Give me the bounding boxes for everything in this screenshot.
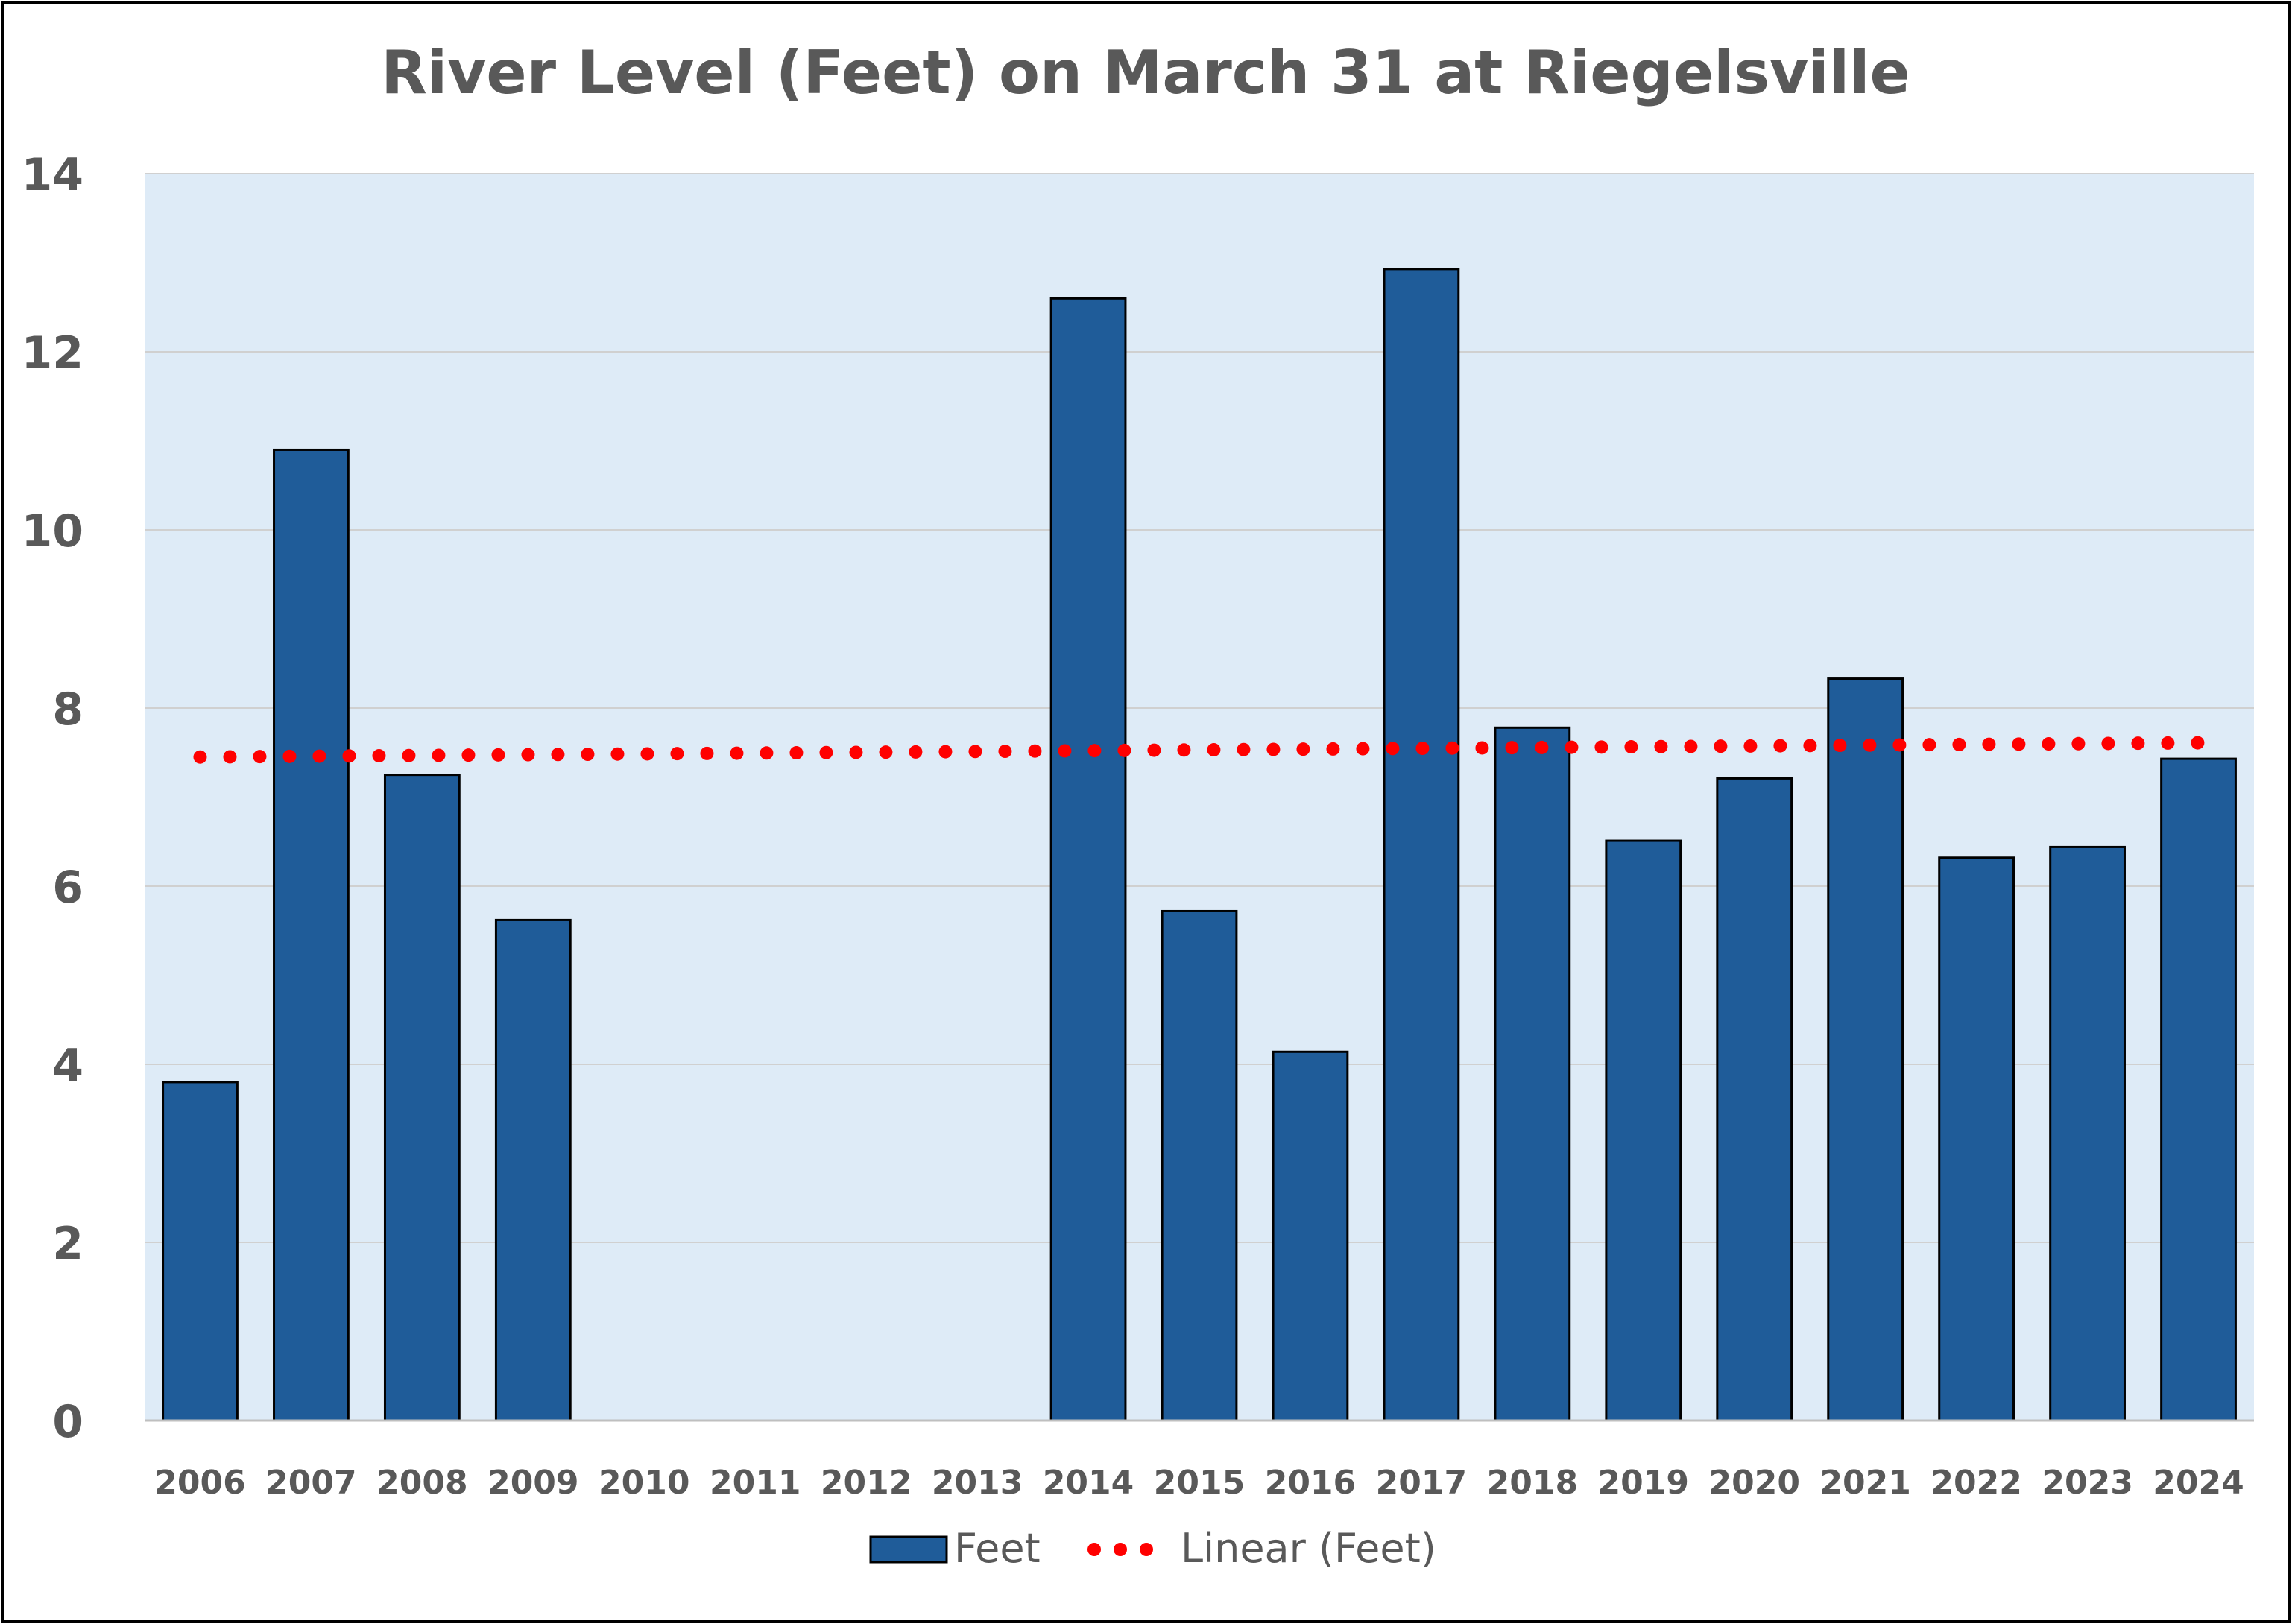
x-tick-label: 2024: [2153, 1464, 2244, 1502]
x-tick-label: 2012: [821, 1464, 912, 1502]
x-tick-label: 2008: [376, 1464, 467, 1502]
trendline-linear-feet: [193, 736, 2206, 764]
bar-2009: [494, 918, 572, 1422]
x-tick-label: 2010: [599, 1464, 689, 1502]
legend-label-linear: Linear (Feet): [1181, 1525, 1436, 1572]
bar-2014: [1049, 297, 1127, 1422]
legend-dot: [1114, 1543, 1127, 1556]
bar-2023: [2049, 845, 2126, 1422]
bar-2020: [1716, 777, 1793, 1422]
y-tick-label: 0: [52, 1396, 83, 1448]
x-tick-label: 2022: [1930, 1464, 2021, 1502]
x-tick-label: 2018: [1487, 1464, 1578, 1502]
y-tick-label: 10: [22, 505, 84, 557]
y-tick-label: 8: [52, 683, 83, 736]
x-tick-label: 2009: [487, 1464, 578, 1502]
bar-2018: [1494, 726, 1571, 1422]
bar-2024: [2160, 757, 2237, 1422]
x-tick-label: 2015: [1154, 1464, 1245, 1502]
x-tick-label: 2016: [1265, 1464, 1356, 1502]
legend-swatch-linear: [1087, 1543, 1153, 1556]
legend-swatch-feet: [869, 1535, 948, 1564]
x-tick-label: 2014: [1043, 1464, 1134, 1502]
bar-2015: [1161, 909, 1238, 1422]
x-axis-ticks: 2006 2007 2008 2009 2010 2011 2012 2013 2014 2015…: [154, 1464, 2244, 1502]
legend-dot: [1087, 1543, 1101, 1556]
x-tick-label: 2017: [1376, 1464, 1467, 1502]
bar-2016: [1272, 1050, 1349, 1422]
bar-2022: [1938, 856, 2015, 1422]
x-tick-label: 2006: [154, 1464, 245, 1502]
bar-2021: [1827, 677, 1904, 1422]
y-tick-label: 14: [22, 149, 84, 201]
bar-2017: [1383, 268, 1460, 1422]
trendline: [193, 736, 2206, 764]
x-tick-label: 2013: [932, 1464, 1023, 1502]
y-tick-label: 6: [52, 862, 83, 914]
y-tick-label: 4: [52, 1040, 83, 1092]
x-tick-label: 2011: [710, 1464, 801, 1502]
x-tick-label: 2023: [2042, 1464, 2132, 1502]
chart-title: River Level (Feet) on March 31 at Riegel…: [381, 38, 1910, 107]
bar-2007: [273, 448, 350, 1422]
legend-label-feet: Feet: [954, 1525, 1041, 1572]
y-tick-label: 2: [52, 1218, 83, 1270]
y-tick-label: 12: [22, 327, 84, 379]
x-tick-label: 2019: [1598, 1464, 1689, 1502]
bar-2008: [383, 774, 461, 1422]
x-tick-label: 2021: [1819, 1464, 1910, 1502]
x-tick-label: 2007: [265, 1464, 356, 1502]
legend: Feet Linear (Feet): [869, 1525, 1436, 1572]
y-axis-ticks: 0 2 4 6 8 10 12 14: [22, 149, 84, 1448]
bar-2019: [1605, 839, 1682, 1422]
x-tick-label: 2020: [1709, 1464, 1800, 1502]
legend-dot: [1140, 1543, 1153, 1556]
bar-2006: [162, 1081, 239, 1422]
